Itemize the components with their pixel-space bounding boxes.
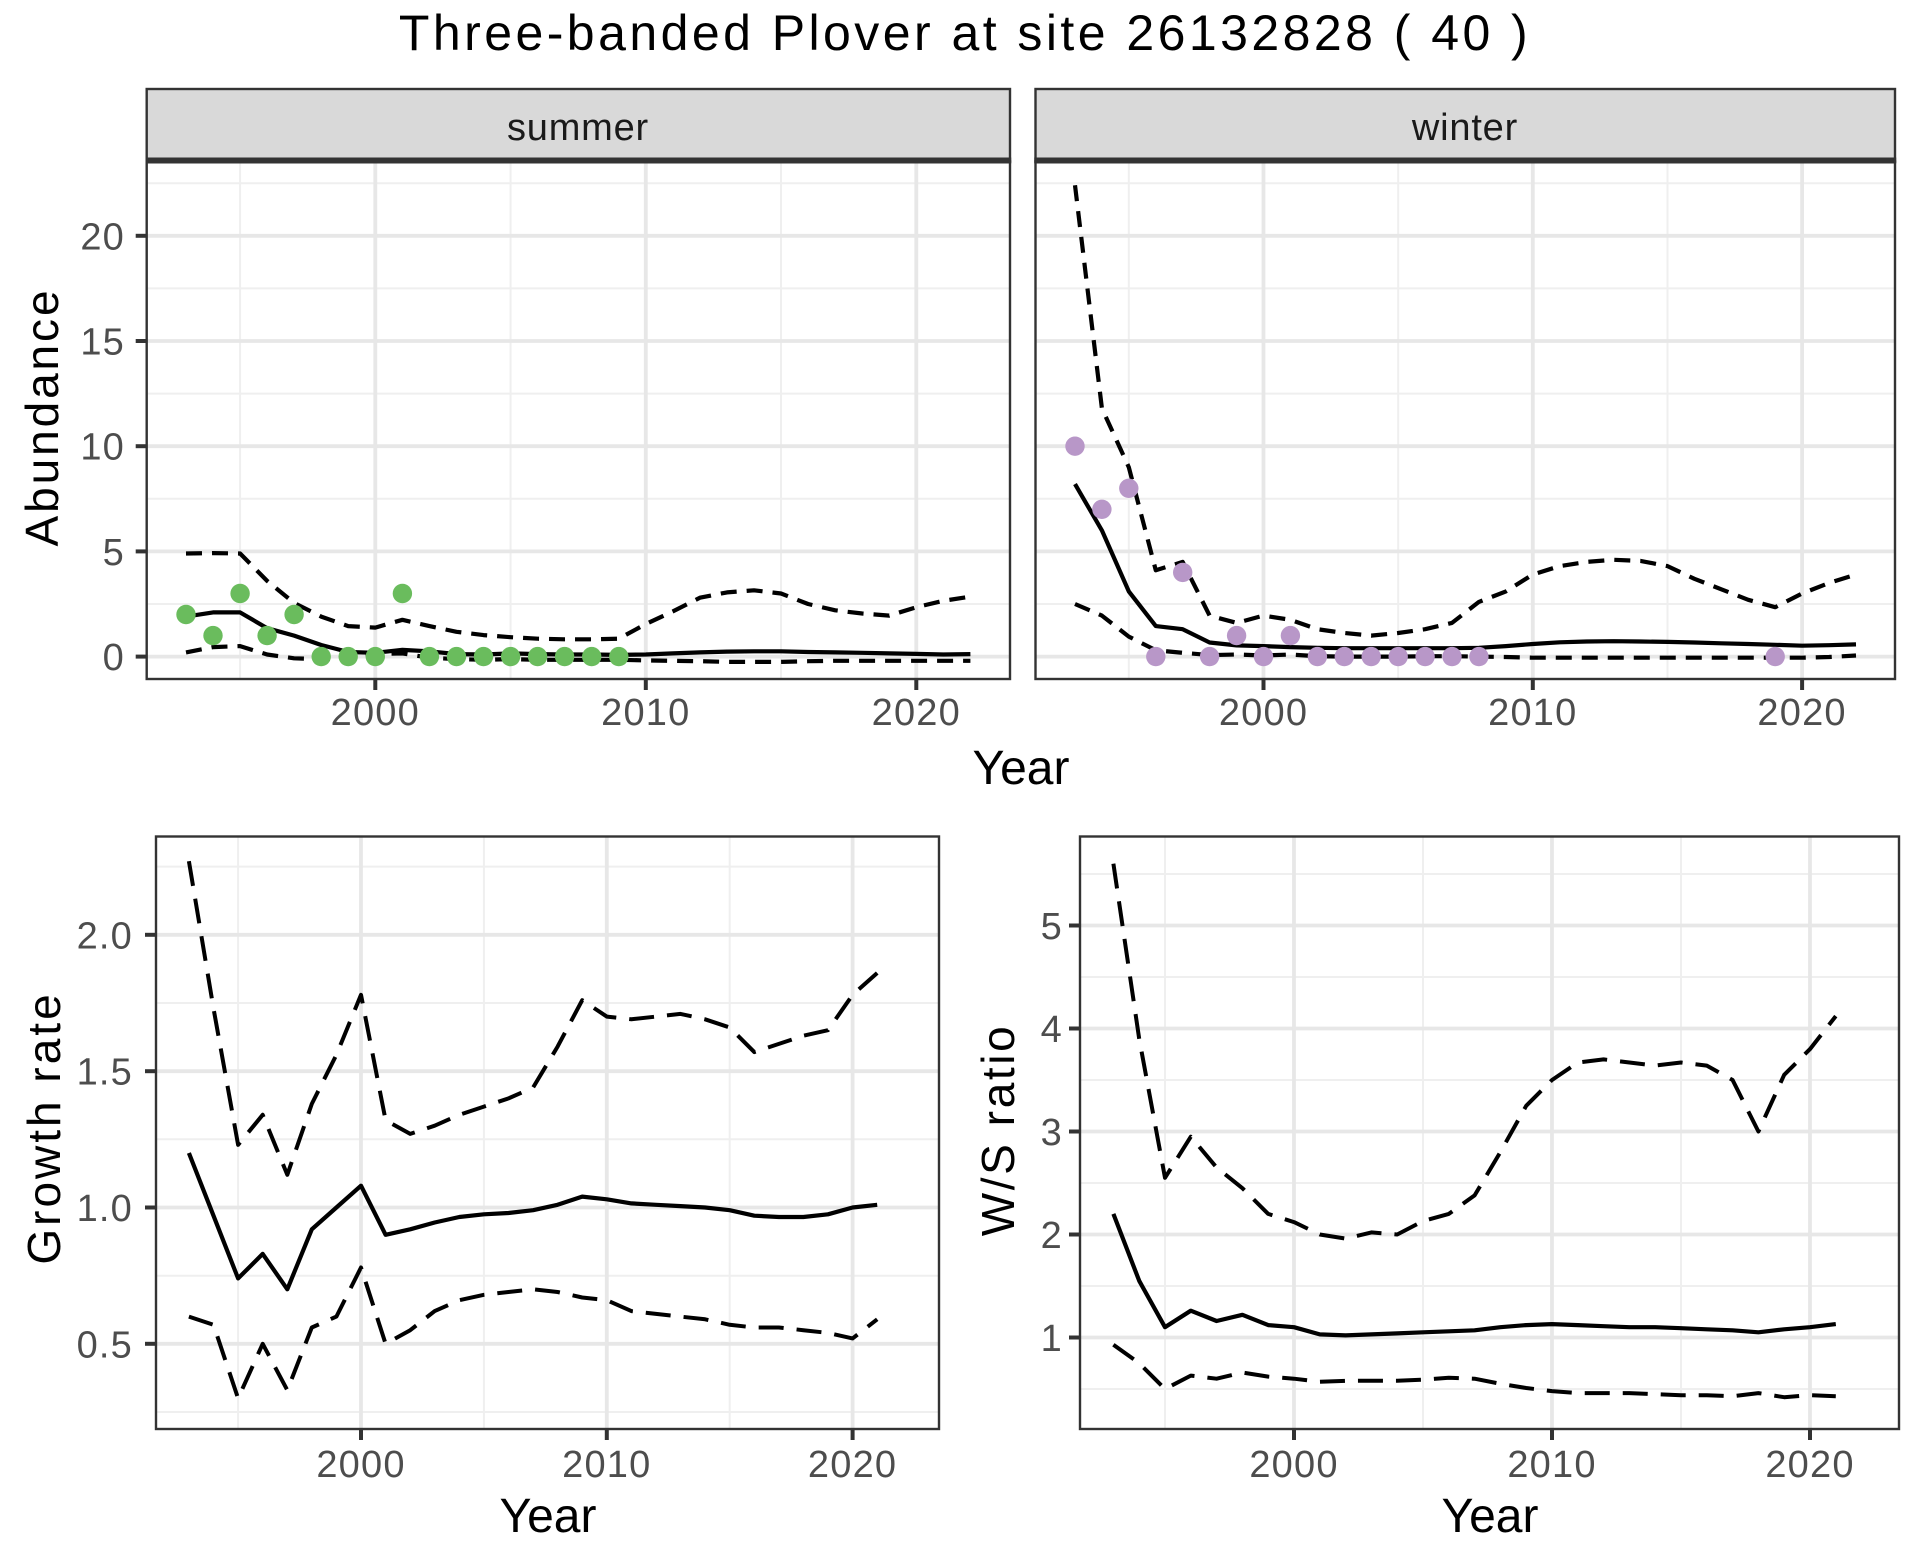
- svg-text:1.0: 1.0: [77, 1188, 133, 1230]
- svg-text:2020: 2020: [1757, 692, 1846, 734]
- svg-text:1: 1: [1041, 1318, 1063, 1360]
- svg-text:2000: 2000: [1219, 692, 1308, 734]
- svg-text:Growth rate: Growth rate: [18, 991, 70, 1264]
- svg-text:0.5: 0.5: [77, 1324, 133, 1366]
- svg-text:1.5: 1.5: [77, 1052, 133, 1094]
- svg-text:2010: 2010: [601, 692, 690, 734]
- svg-text:Year: Year: [1442, 1490, 1539, 1543]
- svg-text:2020: 2020: [1765, 1444, 1854, 1486]
- svg-text:3: 3: [1041, 1112, 1063, 1154]
- svg-text:10: 10: [80, 427, 125, 469]
- svg-text:5: 5: [103, 532, 125, 574]
- svg-text:2010: 2010: [1507, 1444, 1596, 1486]
- svg-text:0: 0: [103, 637, 125, 679]
- svg-text:summer: summer: [507, 107, 649, 149]
- svg-text:W/S ratio: W/S ratio: [972, 1024, 1024, 1237]
- svg-text:2020: 2020: [872, 692, 961, 734]
- svg-text:Abundance: Abundance: [16, 288, 68, 547]
- svg-text:20: 20: [80, 216, 125, 258]
- svg-text:2000: 2000: [1249, 1444, 1338, 1486]
- svg-text:2020: 2020: [808, 1444, 897, 1486]
- svg-text:2010: 2010: [1488, 692, 1577, 734]
- svg-text:2: 2: [1041, 1215, 1063, 1257]
- svg-text:Year: Year: [500, 1490, 597, 1543]
- svg-text:4: 4: [1041, 1009, 1063, 1051]
- svg-text:2000: 2000: [331, 692, 420, 734]
- svg-text:Year: Year: [973, 742, 1070, 795]
- svg-text:winter: winter: [1411, 107, 1518, 149]
- svg-text:15: 15: [80, 322, 125, 364]
- svg-text:5: 5: [1041, 906, 1063, 948]
- svg-text:2000: 2000: [316, 1444, 405, 1486]
- svg-text:2010: 2010: [562, 1444, 651, 1486]
- svg-text:Three-banded Plover at site 26: Three-banded Plover at site 26132828 ( 4…: [399, 5, 1531, 61]
- svg-text:2.0: 2.0: [77, 915, 133, 957]
